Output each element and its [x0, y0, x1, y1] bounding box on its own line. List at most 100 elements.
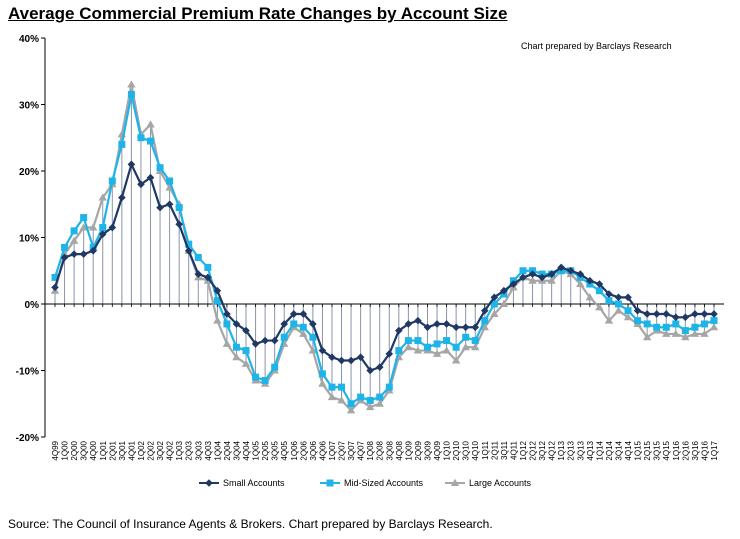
data-point-mid-sized-accounts [299, 323, 307, 331]
data-point-small-accounts [127, 160, 136, 169]
data-point-small-accounts [165, 200, 174, 209]
data-point-small-accounts [70, 250, 78, 258]
data-point-large-accounts [451, 356, 461, 364]
data-point-small-accounts [251, 340, 260, 348]
x-tick-label: 2Q15 [643, 440, 652, 460]
data-point-small-accounts [337, 356, 346, 365]
x-tick-label: 3Q02 [156, 440, 165, 460]
x-tick-label: 1Q04 [213, 440, 222, 460]
data-point-mid-sized-accounts [481, 317, 489, 325]
x-tick-label: 3Q06 [309, 440, 318, 460]
x-tick-label: 4Q05 [280, 440, 289, 460]
data-point-small-accounts [289, 310, 298, 318]
data-point-small-accounts [108, 223, 117, 232]
data-point-large-accounts [327, 392, 337, 401]
x-tick-label: 3Q03 [194, 440, 203, 460]
y-tick-label: 30% [19, 101, 39, 112]
series-line-mid-sized-accounts [53, 94, 715, 406]
data-point-large-accounts [442, 346, 451, 354]
data-point-small-accounts [586, 276, 594, 285]
data-point-mid-sized-accounts [462, 333, 470, 341]
x-tick-label: 1Q15 [634, 440, 643, 460]
data-point-large-accounts [700, 329, 709, 337]
data-point-small-accounts [299, 310, 308, 318]
data-point-small-accounts [471, 323, 480, 332]
data-point-small-accounts [461, 323, 470, 332]
data-point-small-accounts [280, 320, 289, 328]
data-point-large-accounts [404, 343, 413, 351]
data-point-large-accounts [499, 299, 509, 307]
data-point-small-accounts [347, 356, 355, 365]
legend: Small Accounts Mid-Sized Accounts Large Ac… [199, 478, 532, 488]
data-point-large-accounts [213, 316, 222, 324]
legend-swatch-marker [326, 479, 334, 487]
x-tick-label: 2Q11 [490, 440, 499, 460]
data-point-small-accounts [519, 273, 527, 282]
x-tick-label: 4Q04 [242, 440, 251, 460]
data-point-small-accounts [51, 283, 59, 292]
data-point-mid-sized-accounts [80, 214, 88, 222]
data-point-small-accounts [643, 310, 651, 318]
y-tick-label: 40% [19, 34, 39, 45]
data-point-large-accounts [232, 353, 241, 361]
data-point-mid-sized-accounts [194, 253, 202, 261]
y-tick-label: 10% [19, 234, 39, 245]
data-point-large-accounts [146, 120, 155, 128]
data-point-large-accounts [69, 236, 79, 244]
data-point-small-accounts [213, 286, 222, 295]
data-point-mid-sized-accounts [490, 300, 498, 308]
x-tick-label: 1Q08 [366, 440, 375, 460]
tick-labels: -20%-10%0%10%20%30%40%4Q99 1Q00 2Q00 3Q00 4Q… [16, 34, 719, 461]
data-point-mid-sized-accounts [213, 297, 221, 305]
data-point-mid-sized-accounts [280, 333, 288, 341]
x-tick-label: 4Q14 [624, 440, 633, 460]
data-point-mid-sized-accounts [681, 327, 689, 335]
x-tick-label: 1Q07 [328, 440, 337, 460]
x-tick-label: 2Q07 [338, 440, 347, 460]
data-point-large-accounts [471, 343, 480, 351]
series-line-large-accounts [53, 84, 715, 412]
data-point-large-accounts [432, 349, 442, 357]
data-point-mid-sized-accounts [653, 323, 661, 331]
data-point-small-accounts [500, 286, 508, 295]
data-point-mid-sized-accounts [433, 340, 441, 348]
data-point-mid-sized-accounts [376, 393, 384, 401]
data-point-small-accounts [89, 247, 98, 255]
data-point-small-accounts [356, 353, 365, 361]
data-point-mid-sized-accounts [318, 370, 326, 378]
data-point-mid-sized-accounts [471, 337, 479, 345]
y-tick-label: -10% [16, 367, 39, 378]
x-tick-label: 1Q00 [61, 440, 70, 460]
x-tick-label: 1Q05 [252, 440, 261, 460]
data-point-small-accounts [605, 290, 613, 298]
footer-source: Source: The Council of Insurance Agents … [8, 517, 493, 531]
x-tick-label: 4Q02 [166, 440, 175, 460]
data-point-large-accounts [614, 306, 623, 314]
data-point-mid-sized-accounts [147, 137, 155, 145]
data-point-mid-sized-accounts [643, 320, 651, 328]
x-tick-label: 1Q06 [290, 440, 299, 460]
data-point-small-accounts [595, 280, 604, 288]
x-tick-label: 3Q00 [80, 440, 89, 460]
data-point-large-accounts [79, 223, 88, 231]
data-point-mid-sized-accounts [328, 383, 336, 391]
data-point-large-accounts [299, 329, 308, 337]
x-tick-label: 3Q11 [500, 440, 509, 460]
data-point-mid-sized-accounts [366, 396, 374, 404]
data-point-large-accounts [98, 193, 107, 201]
data-point-small-accounts [433, 320, 441, 328]
legend-item-mid-sized-accounts: Mid-Sized Accounts [320, 478, 424, 488]
data-point-mid-sized-accounts [118, 140, 126, 148]
data-point-small-accounts [700, 310, 709, 318]
x-tick-label: 4Q09 [433, 440, 442, 460]
data-point-small-accounts [490, 293, 499, 302]
x-tick-label: 1Q16 [672, 440, 681, 460]
data-point-mid-sized-accounts [595, 287, 603, 295]
data-point-small-accounts [509, 280, 518, 288]
data-point-mid-sized-accounts [338, 383, 346, 391]
data-point-small-accounts [242, 326, 250, 335]
data-point-small-accounts [710, 310, 718, 318]
data-point-large-accounts [461, 343, 470, 351]
x-tick-label: 3Q01 [118, 440, 127, 460]
data-point-mid-sized-accounts [232, 343, 240, 351]
